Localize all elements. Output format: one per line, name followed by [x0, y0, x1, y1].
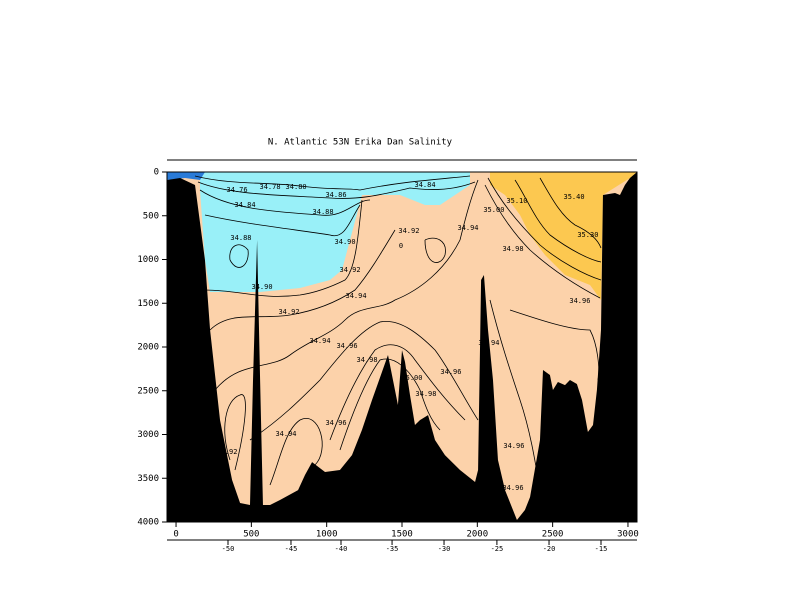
contour-line	[204, 204, 361, 237]
lon-tick-label: -50	[222, 545, 235, 553]
contour-label: 35.10	[506, 197, 527, 205]
x-tick-label: 1000	[316, 530, 338, 540]
contour-line	[224, 394, 246, 471]
contour-label: 35.30	[577, 231, 598, 239]
contour-label: 34.88	[230, 234, 251, 242]
contour-label: 0	[399, 242, 403, 250]
low-salinity-region	[167, 172, 205, 180]
lon-tick-label: -20	[543, 545, 556, 553]
bathymetry	[167, 172, 637, 522]
contour-label: 35.40	[563, 193, 584, 201]
lon-tick-label: -15	[595, 545, 608, 553]
y-tick-label: 0	[154, 168, 159, 178]
contour-line	[489, 299, 541, 491]
contour-line	[539, 177, 602, 249]
x-tick-label: 0	[173, 530, 178, 540]
contour-label: 34.96	[336, 342, 357, 350]
contour-label: 34.94	[275, 430, 296, 438]
contour-label: 34.94	[346, 292, 367, 300]
contour-label: 34.94	[457, 224, 478, 232]
contour-line	[339, 358, 441, 451]
y-tick-label: 3500	[137, 474, 159, 484]
contour-label: 34.94	[310, 337, 331, 345]
x-tick-label: 1500	[391, 530, 413, 540]
x-tick-label: 2000	[466, 530, 488, 540]
contour-label: 34.96	[503, 442, 524, 450]
contour-label: 34.92	[278, 308, 299, 316]
x-tick-label: 2500	[542, 530, 564, 540]
y-tick-label: 1000	[137, 255, 159, 265]
y-tick-label: 1500	[137, 299, 159, 309]
contour-line	[424, 237, 446, 263]
contour-line	[514, 179, 602, 263]
y-tick-label: 2500	[137, 386, 159, 396]
contour-line	[487, 177, 602, 281]
contour-line	[214, 179, 479, 391]
contour-label: 34.98	[415, 390, 436, 398]
contour-label: 34.98	[502, 245, 523, 253]
y-tick-label: 2000	[137, 343, 159, 353]
contour-label: 34.78	[259, 183, 280, 191]
contour-label: 34.86	[325, 191, 346, 199]
contour-line	[329, 344, 466, 441]
contour-label: 34.88	[313, 208, 334, 216]
contour-label: 35.00	[401, 374, 422, 382]
contour-label: 34.94	[478, 339, 499, 347]
lon-tick-label: -25	[491, 545, 504, 553]
x-tick-label: 500	[243, 530, 259, 540]
contour-line	[194, 175, 471, 191]
contour-label: 35.00	[483, 206, 504, 214]
fresh-water-region	[200, 172, 470, 292]
chart-title: N. Atlantic 53N Erika Dan Salinity	[268, 138, 453, 148]
bathymetry-layer	[167, 172, 637, 522]
contour-line	[484, 184, 601, 299]
lon-tick-label: -40	[335, 545, 348, 553]
contour-label: 34.92	[398, 227, 419, 235]
contour-line	[197, 181, 476, 199]
contour-line	[249, 321, 479, 441]
x-tick-label: 3000	[617, 530, 639, 540]
lon-tick-label: -30	[438, 545, 451, 553]
contour-line	[509, 309, 600, 381]
contour-label: 34.90	[252, 283, 273, 291]
contour-label: 34.98	[357, 356, 378, 364]
high-salinity-region	[490, 172, 637, 300]
contour-label: 34.84	[234, 201, 255, 209]
y-tick-label: 500	[143, 211, 159, 221]
contour-line	[209, 229, 396, 331]
contour-label: 34.84	[415, 181, 436, 189]
contour-label: 34.90	[335, 238, 356, 246]
contour-label: 34.96	[569, 297, 590, 305]
contour-line	[269, 418, 323, 486]
contour-label: 34.96	[440, 368, 461, 376]
contour-line	[229, 244, 249, 268]
contours	[194, 175, 602, 491]
contour-line	[199, 189, 371, 216]
contour-label: 34.80	[286, 183, 307, 191]
lon-tick-label: -45	[285, 545, 298, 553]
contour-label: 34.96	[325, 419, 346, 427]
contour-label: 34.92	[216, 448, 237, 456]
y-tick-label: 4000	[137, 518, 159, 528]
contour-label: 34.92	[339, 266, 360, 274]
y-tick-label: 3000	[137, 430, 159, 440]
contour-line	[204, 199, 363, 297]
contour-label: 34.76	[227, 186, 248, 194]
contour-label: 34.96	[502, 484, 523, 492]
lon-tick-label: -35	[386, 545, 399, 553]
